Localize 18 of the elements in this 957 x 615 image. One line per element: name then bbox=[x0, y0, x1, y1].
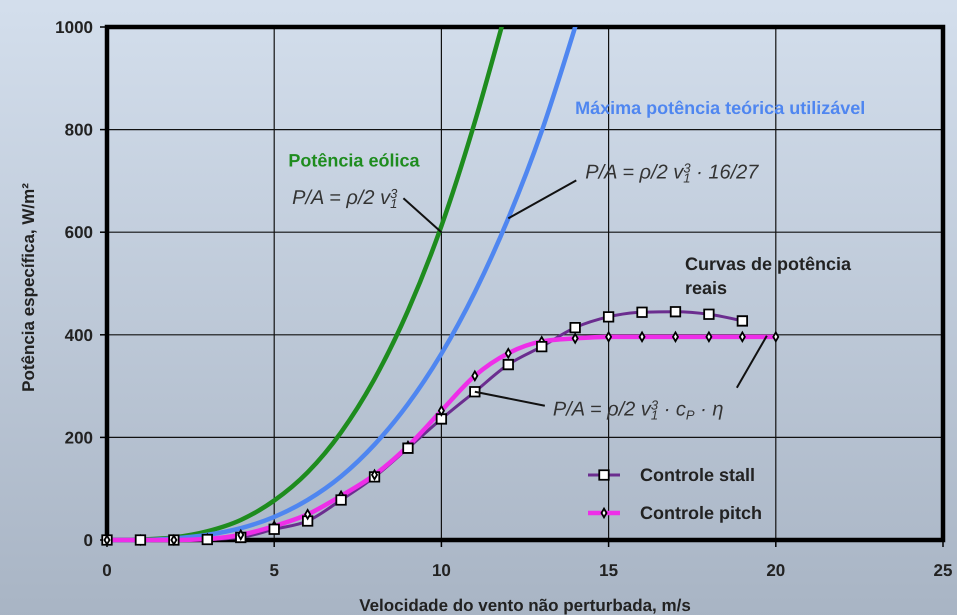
y-tick-label: 600 bbox=[64, 223, 93, 242]
x-axis-title: Velocidade do vento não perturbada, m/s bbox=[359, 596, 691, 615]
annotation: Curvas de potência reais bbox=[685, 254, 852, 298]
x-tick-label: 25 bbox=[934, 561, 952, 580]
y-tick-label: 200 bbox=[64, 428, 93, 448]
y-tick-label: 1000 bbox=[55, 18, 93, 37]
x-tick-label: 5 bbox=[269, 561, 279, 580]
text: Potência eólica bbox=[288, 150, 420, 170]
x-tick-label: 0 bbox=[102, 561, 112, 580]
x-tick-label: 20 bbox=[766, 561, 786, 580]
y-tick-label: 800 bbox=[64, 120, 93, 140]
y-tick-label: 0 bbox=[84, 531, 93, 550]
x-tick-label: 15 bbox=[599, 561, 618, 580]
legend-label: Controle pitch bbox=[640, 503, 762, 523]
y-axis-title: Potência específica, W/m² bbox=[19, 182, 38, 392]
x-tick-label: 10 bbox=[432, 561, 451, 580]
y-tick-label: 400 bbox=[64, 326, 93, 345]
legend-label: Controle stall bbox=[640, 465, 756, 485]
